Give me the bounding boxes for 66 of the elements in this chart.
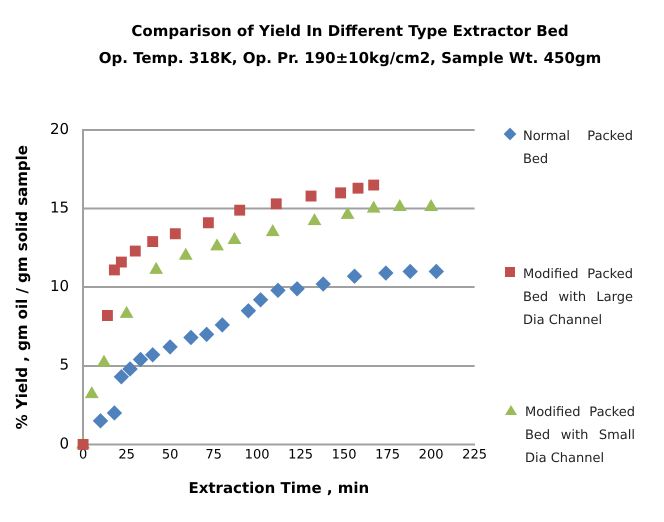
x-tick-label: 150 xyxy=(332,448,357,463)
x-tick-label: 75 xyxy=(205,448,222,463)
point xyxy=(368,180,380,190)
point xyxy=(102,310,113,321)
point xyxy=(130,246,141,256)
point xyxy=(114,369,129,384)
x-tick-label: 50 xyxy=(162,448,178,463)
y-tick-label: 20 xyxy=(50,120,70,138)
point xyxy=(316,276,331,292)
point xyxy=(402,264,418,279)
point xyxy=(85,386,98,398)
point xyxy=(335,187,346,198)
point xyxy=(106,405,122,420)
point xyxy=(210,238,224,250)
point xyxy=(116,256,127,268)
chart-subtitle: Op. Temp. 318K, Op. Pr. 190±10kg/cm2, Sample Wt. 450gm xyxy=(98,48,602,69)
point xyxy=(147,236,158,248)
point xyxy=(347,268,362,284)
chart-title: Comparison of Yield In Different Type Extractor Bed xyxy=(130,21,570,42)
y-tick-label: 5 xyxy=(60,356,70,374)
x-tick-label: 25 xyxy=(118,448,135,463)
point xyxy=(428,264,444,279)
point xyxy=(108,264,120,276)
point xyxy=(228,232,242,244)
point xyxy=(367,201,380,213)
point xyxy=(122,361,138,376)
legend-label: Modified Packed Bed with Large Dia Channel xyxy=(523,266,633,330)
point xyxy=(270,282,286,298)
point xyxy=(145,347,160,362)
point xyxy=(183,330,198,346)
point xyxy=(341,207,354,219)
point xyxy=(170,228,181,240)
point xyxy=(133,352,148,368)
x-axis-title: Extraction Time , min xyxy=(188,478,370,497)
point xyxy=(199,326,214,342)
x-tick-label: 200 xyxy=(418,448,444,463)
x-tick-label: 125 xyxy=(288,448,314,463)
point xyxy=(240,303,256,318)
point xyxy=(92,413,108,428)
point xyxy=(352,182,364,194)
point xyxy=(162,339,178,354)
x-tick-label: 225 xyxy=(462,448,488,463)
x-tick-label: 175 xyxy=(375,448,400,463)
legend-label: Normal Packed Bed xyxy=(523,128,633,169)
point xyxy=(97,355,111,367)
point xyxy=(378,266,394,281)
point xyxy=(270,198,282,210)
point xyxy=(78,438,89,450)
legend-label: Modified Packed Bed with Small Dia Channel xyxy=(525,404,635,468)
point xyxy=(308,214,322,226)
point xyxy=(424,200,438,212)
point xyxy=(234,204,246,216)
point xyxy=(253,292,268,308)
y-tick-label: 10 xyxy=(50,277,70,296)
x-tick-label: 0 xyxy=(78,448,88,463)
point xyxy=(179,248,192,260)
point xyxy=(150,262,163,274)
point xyxy=(214,317,230,332)
point xyxy=(306,190,316,202)
y-tick-label: 15 xyxy=(50,198,70,216)
y-axis-title: % Yield , gm oil / gm solid sample xyxy=(12,145,31,430)
point xyxy=(202,217,214,228)
point xyxy=(290,281,305,296)
point xyxy=(266,224,280,236)
x-tick-label: 100 xyxy=(244,448,270,463)
point xyxy=(393,200,406,212)
